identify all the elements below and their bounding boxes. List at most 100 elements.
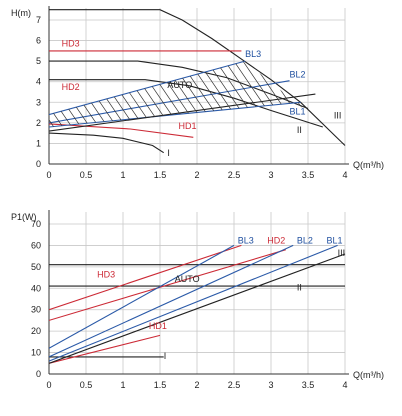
- x-tick-label: 4: [342, 170, 347, 180]
- curve-label-ii: II: [297, 125, 302, 135]
- y-tick-label: 60: [31, 240, 41, 250]
- hatch-line: [93, 61, 165, 127]
- hatch-region: [0, 41, 402, 144]
- y-tick-label: 0: [36, 159, 41, 169]
- y-tick-label: 40: [31, 283, 41, 293]
- x-tick-label: 1.5: [154, 380, 167, 390]
- curve-label-i: I: [167, 148, 170, 158]
- hatch-line: [337, 41, 402, 144]
- y-tick-label: 20: [31, 326, 41, 336]
- x-axis-label: Q(m³/h): [353, 370, 384, 380]
- x-tick-label: 2.5: [228, 380, 241, 390]
- curve-label-bl2: BL2: [290, 70, 306, 80]
- curve-label-i: I: [164, 351, 167, 361]
- hatch-line: [246, 61, 305, 127]
- curve-label-hd3: HD3: [62, 39, 80, 49]
- hatch-line: [0, 41, 29, 144]
- curve-label-hd3: HD3: [97, 270, 115, 280]
- curve-label-bl3: BL3: [238, 235, 254, 245]
- series-line-bl3: [49, 60, 246, 116]
- curve-label-auto: AUTO: [167, 80, 192, 90]
- hatch-line: [49, 61, 57, 127]
- x-tick-label: 0.5: [80, 380, 93, 390]
- hatch-line: [0, 41, 38, 144]
- x-tick-label: 1: [120, 380, 125, 390]
- hatch-line: [328, 41, 398, 144]
- hatch-line: [282, 61, 305, 127]
- x-tick-label: 3: [268, 380, 273, 390]
- x-tick-label: 3: [268, 170, 273, 180]
- series-line-iii: [49, 9, 346, 146]
- hatch-line: [319, 41, 389, 144]
- y-tick-label: 2: [36, 118, 41, 128]
- curve-label-hd2: HD2: [62, 82, 80, 92]
- hatch-line: [373, 41, 402, 144]
- hatch-line: [273, 61, 305, 127]
- series-line-hd1: [49, 123, 194, 138]
- curve-label-auto: AUTO: [175, 274, 200, 284]
- y-tick-label: 4: [36, 77, 41, 87]
- series-line-hd2: [49, 79, 323, 128]
- hatch-line: [49, 61, 102, 127]
- hatch-line: [364, 41, 402, 144]
- y-tick-label: 7: [36, 15, 41, 25]
- series-line-i: [49, 132, 164, 154]
- curves-bot: [49, 244, 346, 364]
- curve-label-bl3: BL3: [245, 49, 261, 59]
- curve-label-hd1: HD1: [149, 321, 167, 331]
- x-tick-label: 2: [194, 170, 199, 180]
- curve-label-ii: II: [297, 282, 302, 292]
- series-line-bl3: [49, 244, 235, 349]
- series-line-bl2: [49, 244, 294, 358]
- hatch-line: [66, 61, 138, 127]
- curve-label-iii: III: [334, 111, 342, 121]
- hatch-line: [138, 61, 210, 127]
- hatch-line: [300, 61, 305, 127]
- curve-label-bl2: BL2: [297, 235, 313, 245]
- y-tick-label: 70: [31, 219, 41, 229]
- series-line-hd3: [49, 244, 242, 311]
- x-tick-label: 3.5: [302, 380, 315, 390]
- hatch-line: [0, 41, 2, 144]
- x-tick-label: 0.5: [80, 170, 93, 180]
- hatch-line: [49, 61, 93, 127]
- curves-top: [49, 9, 346, 154]
- x-tick-label: 2.5: [228, 170, 241, 180]
- series-line-hd2: [49, 249, 286, 321]
- x-tick-label: 3.5: [302, 170, 315, 180]
- hatch-line: [0, 41, 11, 144]
- hatch-line: [228, 61, 300, 127]
- y-tick-label: 0: [36, 369, 41, 379]
- x-tick-label: 4: [342, 380, 347, 390]
- y-tick-label: 3: [36, 97, 41, 107]
- y-tick-label: 6: [36, 36, 41, 46]
- chart-panel-top: 0 0.5 1 1.5 2 2.5 3 3.5 4 0 1 2 3 4 5 6 7 H(m) Q(m³/h) HD3 H…: [11, 6, 384, 180]
- hatch-line: [382, 41, 402, 144]
- y-tick-label: 1: [36, 138, 41, 148]
- y-tick-label: 10: [31, 348, 41, 358]
- x-tick-label: 0: [46, 380, 51, 390]
- y-axis-label: H(m): [11, 8, 31, 18]
- y-tick-label: 30: [31, 305, 41, 315]
- x-axis-label: Q(m³/h): [353, 160, 384, 170]
- series-line-bl2: [49, 80, 290, 124]
- x-tick-label: 0: [46, 170, 51, 180]
- y-tick-label: 50: [31, 262, 41, 272]
- series-line-auto: [49, 93, 316, 132]
- x-tick-label: 1: [120, 170, 125, 180]
- chart-panel-bot: 0 0.5 1 1.5 2 2.5 3 3.5 4010203040506070P1(W)Q(m…: [11, 210, 384, 390]
- curve-label-hd1: HD1: [179, 121, 197, 131]
- y-axis-label: P1(W): [11, 212, 37, 222]
- hatch-line: [346, 41, 402, 144]
- curve-label-iii: III: [338, 248, 346, 258]
- hatch-line: [391, 41, 402, 144]
- series-line-hd1: [49, 334, 161, 364]
- series-line-bl1: [49, 101, 301, 128]
- series-line-auto: [49, 253, 346, 364]
- x-tick-label: 1.5: [154, 170, 167, 180]
- series-line-bl1: [49, 244, 338, 362]
- hatch-line: [0, 41, 20, 144]
- curve-label-bl1: BL1: [327, 235, 343, 245]
